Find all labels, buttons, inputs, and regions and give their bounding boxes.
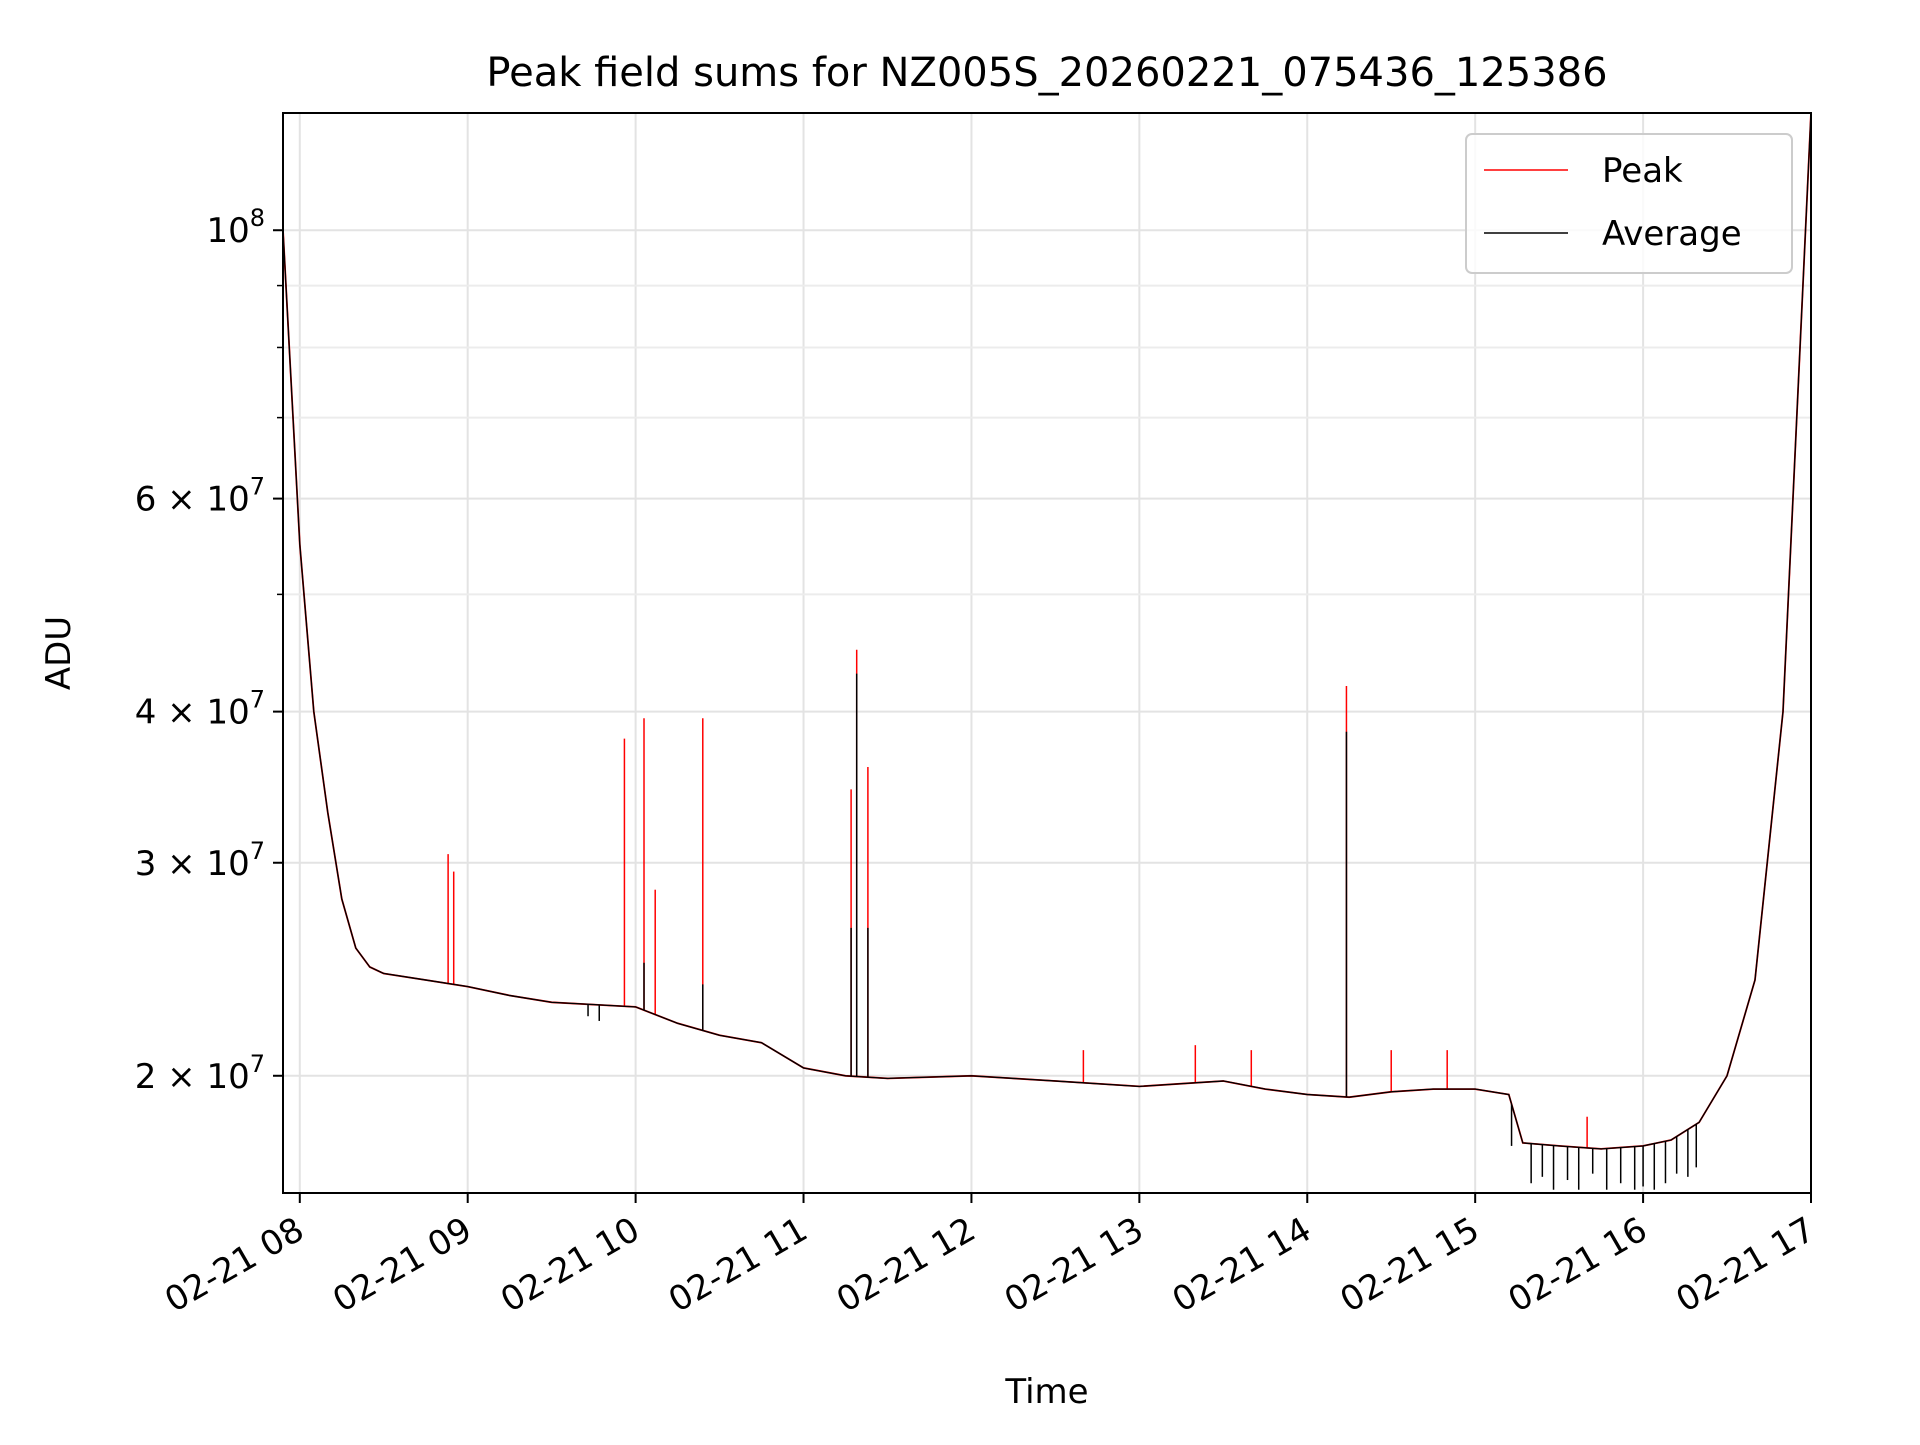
legend-box bbox=[1465, 133, 1793, 274]
chart-title: Peak field sums for NZ005S_20260221_0754… bbox=[486, 50, 1607, 96]
series-average-line bbox=[282, 112, 1812, 1150]
y-tick-label-exponent: 8 bbox=[250, 204, 265, 232]
y-tick-label: 108 bbox=[206, 204, 265, 251]
y-tick-label-exponent: 7 bbox=[250, 1050, 265, 1078]
y-tick-label-exponent: 7 bbox=[250, 473, 265, 501]
y-tick-label-exponent: 7 bbox=[250, 686, 265, 714]
legend-label-peak: Peak bbox=[1602, 151, 1683, 191]
legend: Peak Average bbox=[1465, 133, 1793, 274]
y-tick-label-base: 2 × 10 bbox=[135, 1057, 250, 1097]
axes-frame bbox=[282, 112, 1812, 1194]
y-tick-label: 2 × 107 bbox=[135, 1050, 265, 1097]
y-axis-label: ADU bbox=[39, 616, 79, 690]
y-tick-label-base: 3 × 10 bbox=[135, 844, 250, 884]
plot-data bbox=[282, 112, 1812, 1190]
y-tick-label: 3 × 107 bbox=[135, 837, 265, 884]
y-tick-label: 6 × 107 bbox=[135, 473, 265, 520]
y-tick-label-base: 4 × 10 bbox=[135, 693, 250, 733]
legend-label-average: Average bbox=[1602, 214, 1742, 254]
y-tick-label: 4 × 107 bbox=[135, 686, 265, 733]
y-tick-label-base: 10 bbox=[206, 211, 249, 251]
y-tick-label-base: 6 × 10 bbox=[135, 480, 250, 520]
x-axis-label: Time bbox=[1004, 1372, 1088, 1412]
y-tick-label-exponent: 7 bbox=[250, 837, 265, 865]
